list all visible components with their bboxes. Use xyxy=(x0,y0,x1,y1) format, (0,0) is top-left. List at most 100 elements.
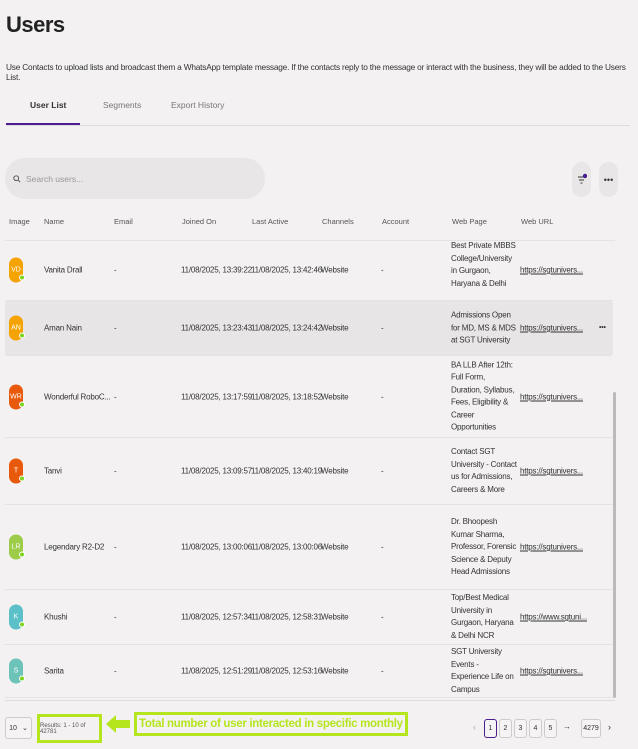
joined-on: 11/08/2025, 12:51:29 xyxy=(181,666,253,676)
account: - xyxy=(381,612,384,622)
account: - xyxy=(381,392,384,401)
table-row[interactable]: VD Vanita Drall - 11/08/2025, 13:39:22 1… xyxy=(5,240,613,301)
avatar: T xyxy=(9,458,25,484)
online-status-icon xyxy=(19,274,25,281)
user-email: - xyxy=(114,265,117,275)
web-url-link[interactable]: https://www.sgtuni... xyxy=(520,612,587,622)
search-input[interactable]: Search users... xyxy=(5,158,265,199)
table-row[interactable]: T Tanvi - 11/08/2025, 13:09:57 11/08/202… xyxy=(5,438,613,505)
chevron-down-icon: ⌄ xyxy=(21,725,28,732)
online-status-icon xyxy=(19,621,25,628)
joined-on: 11/08/2025, 12:57:34 xyxy=(181,612,253,622)
web-page: Dr. Bhoopesh Kumar Sharma, Professor, Fo… xyxy=(451,516,517,576)
search-icon xyxy=(13,174,21,183)
table-row[interactable]: AN Aman Nain - 11/08/2025, 13:23:43 11/0… xyxy=(5,301,613,356)
account: - xyxy=(381,666,384,676)
avatar: S xyxy=(9,658,25,684)
column-header: Web Page xyxy=(452,217,487,226)
column-header: Joined On xyxy=(182,217,217,226)
user-name[interactable]: Khushi xyxy=(44,612,68,622)
user-name[interactable]: Wonderful RoboC... xyxy=(44,392,111,401)
web-url-link[interactable]: https://sgtunivers... xyxy=(520,392,583,401)
web-page: Contact SGT University - Contact us for … xyxy=(451,447,517,494)
avatar: AN xyxy=(9,315,25,341)
channel: Website xyxy=(321,666,349,676)
page-5[interactable]: 5 xyxy=(544,719,557,738)
web-url-link[interactable]: https://sgtunivers... xyxy=(520,542,583,552)
avatar-initials: T xyxy=(13,467,19,475)
account: - xyxy=(381,265,384,275)
user-email: - xyxy=(114,612,117,622)
page-2[interactable]: 2 xyxy=(499,719,512,738)
last-active: 11/08/2025, 13:24:42 xyxy=(251,323,323,333)
table-row[interactable]: LR Legendary R2-D2 - 11/08/2025, 13:00:0… xyxy=(5,505,613,590)
channel: Website xyxy=(321,612,349,622)
search-placeholder: Search users... xyxy=(26,173,84,184)
web-url-link[interactable]: https://sgtunivers... xyxy=(520,323,583,333)
web-page: Top/Best Medical University in Gurgaon, … xyxy=(451,593,514,640)
web-page: Admissions Open for MD, MS & MDS at SGT … xyxy=(451,310,516,345)
joined-on: 11/08/2025, 13:23:43 xyxy=(181,323,253,333)
pagination-ellipsis: → xyxy=(563,722,571,731)
user-email: - xyxy=(114,666,117,676)
page-1[interactable]: 1 xyxy=(484,719,497,738)
table-row[interactable]: WR Wonderful RoboC... - 11/08/2025, 13:1… xyxy=(5,356,613,438)
web-url-link[interactable]: https://sgtunivers... xyxy=(520,265,583,275)
channel: Website xyxy=(321,323,349,333)
user-email: - xyxy=(114,466,117,476)
page-size-select[interactable]: 10 ⌄ xyxy=(5,717,32,739)
column-header: Last Active xyxy=(252,217,289,226)
user-name[interactable]: Legendary R2-D2 xyxy=(44,542,105,552)
account: - xyxy=(381,466,384,476)
avatar: K xyxy=(9,604,25,630)
online-status-icon xyxy=(19,675,25,682)
tab-export-history[interactable]: Export History xyxy=(171,100,225,110)
tab-user-list[interactable]: User List xyxy=(30,100,67,110)
online-status-icon xyxy=(19,475,25,482)
more-options-button[interactable]: ••• xyxy=(599,162,618,197)
page-4[interactable]: 4 xyxy=(529,719,542,738)
scrollbar[interactable] xyxy=(613,392,616,698)
user-name[interactable]: Tanvi xyxy=(44,466,62,476)
tabs: User List Segments Export History xyxy=(6,96,630,126)
column-header: Account xyxy=(382,217,410,226)
table-row[interactable]: K Khushi - 11/08/2025, 12:57:34 11/08/20… xyxy=(5,590,613,645)
avatar: LR xyxy=(9,534,25,560)
page-3[interactable]: 3 xyxy=(514,719,527,738)
channel: Website xyxy=(321,542,349,552)
page-size-value: 10 xyxy=(9,724,17,732)
avatar-initials: S xyxy=(13,667,19,675)
last-active: 11/08/2025, 12:58:31 xyxy=(251,612,323,622)
column-header: Image xyxy=(9,217,30,226)
avatar-initials: AN xyxy=(11,324,21,332)
channel: Website xyxy=(321,466,349,476)
column-header: Email xyxy=(114,217,133,226)
filter-button[interactable] xyxy=(572,162,591,197)
joined-on: 11/08/2025, 13:09:57 xyxy=(181,466,253,476)
user-email: - xyxy=(114,323,117,333)
user-name[interactable]: Vanita Drall xyxy=(44,265,83,275)
page-description: Use Contacts to upload lists and broadca… xyxy=(6,62,626,82)
joined-on: 11/08/2025, 13:39:22 xyxy=(181,265,253,275)
last-active: 11/08/2025, 13:42:46 xyxy=(251,265,323,275)
row-more-icon[interactable]: ••• xyxy=(599,324,606,332)
user-email: - xyxy=(114,542,117,552)
avatar-initials: LR xyxy=(11,543,21,551)
prev-page-icon[interactable]: ‹ xyxy=(473,722,476,732)
web-page: SGT University Events - Experience Life … xyxy=(451,647,514,694)
next-page-icon[interactable]: › xyxy=(608,722,611,732)
account: - xyxy=(381,542,384,552)
user-name[interactable]: Sarita xyxy=(44,666,64,676)
page-last[interactable]: 4279 xyxy=(581,719,601,738)
web-page: Best Private MBBS College/University in … xyxy=(451,241,516,288)
web-url-link[interactable]: https://sgtunivers... xyxy=(520,666,583,676)
user-name[interactable]: Aman Nain xyxy=(44,323,82,333)
web-url-link[interactable]: https://sgtunivers... xyxy=(520,466,583,476)
online-status-icon xyxy=(19,332,25,339)
tab-segments[interactable]: Segments xyxy=(103,100,142,110)
active-tab-indicator xyxy=(6,123,80,125)
page-title: Users xyxy=(6,12,65,37)
table-row[interactable]: S Sarita - 11/08/2025, 12:51:29 11/08/20… xyxy=(5,645,613,698)
online-status-icon xyxy=(19,401,25,407)
avatar: WR xyxy=(9,384,25,409)
